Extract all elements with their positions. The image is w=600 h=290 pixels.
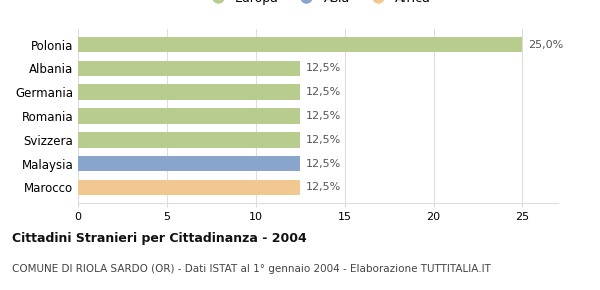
Text: 12,5%: 12,5% [305, 159, 341, 168]
Text: Cittadini Stranieri per Cittadinanza - 2004: Cittadini Stranieri per Cittadinanza - 2… [12, 232, 307, 245]
Text: 12,5%: 12,5% [305, 111, 341, 121]
Bar [78, 132, 300, 148]
Bar [78, 180, 300, 195]
Text: 25,0%: 25,0% [528, 40, 563, 50]
Text: COMUNE DI RIOLA SARDO (OR) - Dati ISTAT al 1° gennaio 2004 - Elaborazione TUTTIT: COMUNE DI RIOLA SARDO (OR) - Dati ISTAT … [12, 264, 491, 274]
Text: 12,5%: 12,5% [305, 87, 341, 97]
Legend: Europa, Asia, Africa: Europa, Asia, Africa [200, 0, 436, 10]
Bar [78, 61, 300, 76]
Text: 12,5%: 12,5% [305, 135, 341, 145]
Text: 12,5%: 12,5% [305, 64, 341, 73]
Text: 12,5%: 12,5% [305, 182, 341, 192]
Bar [78, 84, 300, 100]
Bar [78, 37, 523, 52]
Bar [78, 108, 300, 124]
Bar [78, 156, 300, 171]
